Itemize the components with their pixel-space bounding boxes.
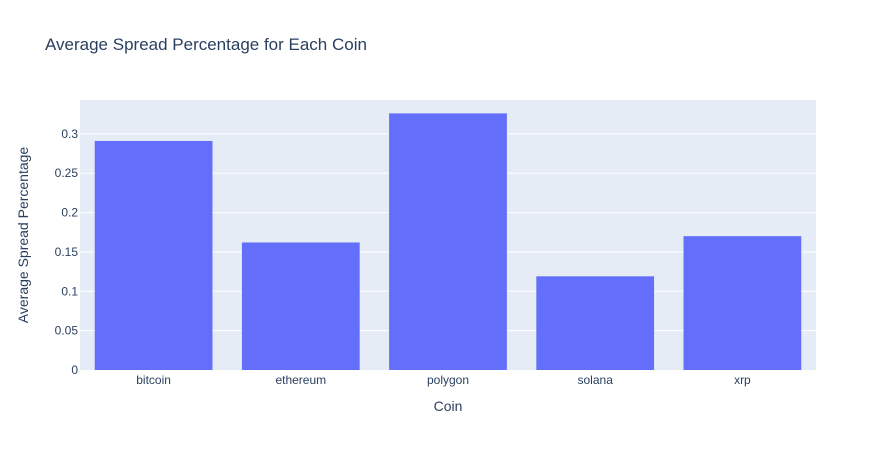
- bars: [94, 113, 802, 370]
- y-axis-title: Average Spread Percentage: [15, 147, 31, 324]
- bar-solana[interactable]: [536, 276, 655, 370]
- y-tick-label: 0.1: [61, 284, 78, 298]
- bar-polygon[interactable]: [389, 113, 507, 370]
- y-tick-label: 0.15: [55, 245, 79, 259]
- y-axis-ticks: 0 0.05 0.1 0.15 0.2 0.25 0.3: [55, 127, 79, 377]
- y-tick-label: 0: [71, 363, 78, 377]
- x-axis-title: Coin: [434, 398, 463, 414]
- y-tick-label: 0.2: [61, 206, 78, 220]
- y-tick-label: 0.05: [55, 324, 79, 338]
- x-tick-label-xrp: xrp: [734, 373, 751, 387]
- bar-xrp[interactable]: [683, 236, 802, 370]
- bar-bitcoin[interactable]: [94, 140, 213, 370]
- x-axis-ticks: bitcoin ethereum polygon solana xrp: [136, 373, 751, 387]
- x-tick-label-bitcoin: bitcoin: [136, 373, 171, 387]
- x-tick-label-polygon: polygon: [427, 373, 469, 387]
- x-tick-label-solana: solana: [578, 373, 614, 387]
- y-tick-label: 0.3: [61, 127, 78, 141]
- chart-title: Average Spread Percentage for Each Coin: [45, 35, 367, 54]
- bar-ethereum[interactable]: [241, 242, 360, 370]
- y-tick-label: 0.25: [55, 166, 79, 180]
- x-tick-label-ethereum: ethereum: [275, 373, 326, 387]
